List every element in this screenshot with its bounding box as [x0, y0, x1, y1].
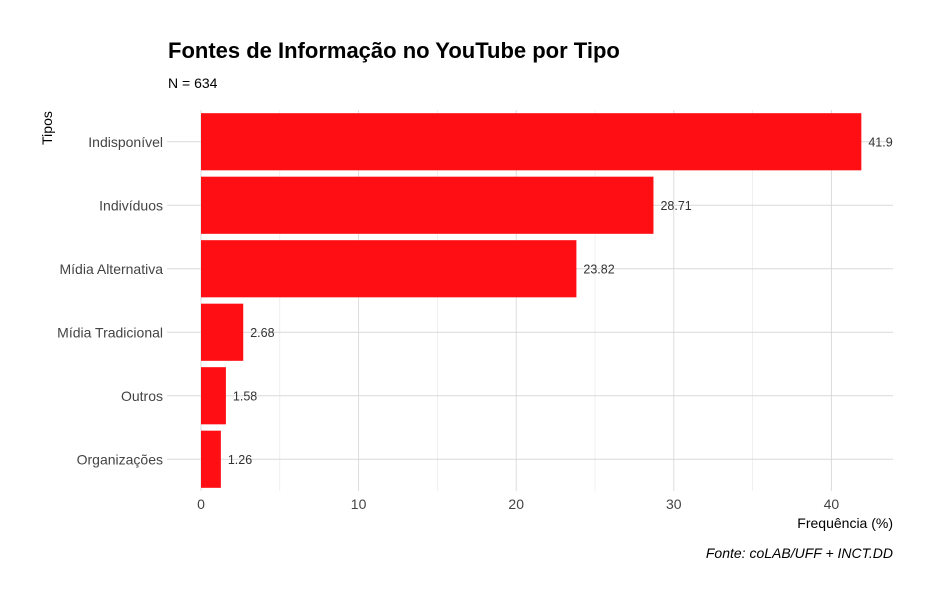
x-tick-label: 40	[824, 496, 840, 512]
x-tick-label: 0	[197, 496, 205, 512]
bar-value-label: 28.71	[660, 199, 691, 213]
y-tick-label: Mídia Tradicional	[57, 324, 163, 340]
bar-value-label: 41.9	[868, 135, 892, 149]
x-tick-label: 10	[351, 496, 367, 512]
y-tick-label: Indivíduos	[99, 197, 163, 213]
bar-value-label: 1.26	[228, 453, 252, 467]
y-tick-label: Mídia Alternativa	[60, 261, 164, 277]
bar	[201, 367, 226, 425]
x-tick-label: 20	[508, 496, 524, 512]
y-tick-label: Outros	[121, 388, 163, 404]
data-labels: 41.9 28.71 23.82 2.68 1.58 1.26	[228, 135, 893, 467]
y-tick-label: Organizações	[77, 451, 163, 467]
chart-subtitle: N = 634	[168, 75, 218, 91]
bar	[201, 430, 221, 488]
y-axis-title: Tipos	[39, 111, 55, 145]
bar-value-label: 23.82	[583, 262, 614, 276]
x-tick-labels: 0 10 20 30 40	[197, 496, 839, 512]
bar	[201, 113, 862, 171]
x-axis-title: Frequência (%)	[797, 515, 893, 531]
chart-caption: Fonte: coLAB/UFF + INCT.DD	[706, 545, 893, 561]
bar	[201, 303, 244, 361]
bar	[201, 240, 577, 298]
y-tick-labels: Indisponível Indivíduos Mídia Alternativa M…	[57, 134, 163, 468]
bar-value-label: 2.68	[250, 326, 274, 340]
x-tick-label: 30	[666, 496, 682, 512]
bar	[201, 176, 654, 234]
chart-title: Fontes de Informação no YouTube por Tipo	[168, 38, 620, 63]
bar-value-label: 1.58	[233, 389, 257, 403]
y-tick-label: Indisponível	[88, 134, 163, 150]
bars	[201, 113, 862, 488]
